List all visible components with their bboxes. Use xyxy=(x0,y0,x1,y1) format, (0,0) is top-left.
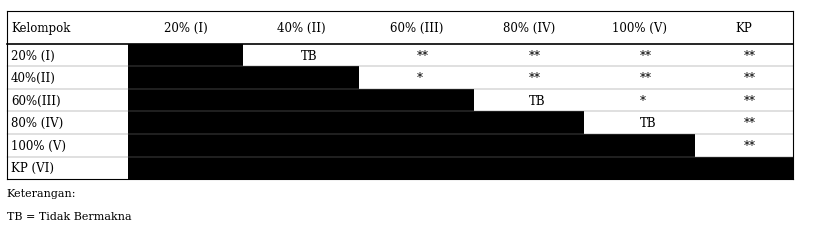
Text: 80% (IV): 80% (IV) xyxy=(503,22,555,35)
Text: **: ** xyxy=(416,49,428,62)
Bar xyxy=(474,157,584,179)
Text: 40% (II): 40% (II) xyxy=(277,22,325,35)
Text: TB: TB xyxy=(640,117,656,130)
Bar xyxy=(128,90,243,112)
Text: 80% (IV): 80% (IV) xyxy=(11,117,64,130)
Bar xyxy=(243,90,359,112)
Text: **: ** xyxy=(640,72,651,85)
Text: TB: TB xyxy=(529,94,546,107)
Bar xyxy=(243,112,359,134)
Text: **: ** xyxy=(529,72,541,85)
Bar xyxy=(128,67,243,90)
Text: **: ** xyxy=(744,139,756,152)
Text: **: ** xyxy=(529,49,541,62)
Bar xyxy=(695,157,793,179)
Bar xyxy=(243,134,359,157)
Text: 60%(III): 60%(III) xyxy=(11,94,60,107)
Text: 40%(II): 40%(II) xyxy=(11,72,56,85)
Text: 60% (III): 60% (III) xyxy=(390,22,443,35)
Bar xyxy=(128,45,243,67)
Text: 20% (I): 20% (I) xyxy=(164,22,207,35)
Text: KP: KP xyxy=(735,22,752,35)
Bar xyxy=(359,134,474,157)
Text: 100% (V): 100% (V) xyxy=(612,22,667,35)
Text: Kelompok: Kelompok xyxy=(11,22,70,35)
Bar xyxy=(128,134,243,157)
Text: TB: TB xyxy=(301,49,318,62)
Bar xyxy=(474,112,584,134)
Text: **: ** xyxy=(744,117,756,130)
Text: Keterangan:: Keterangan: xyxy=(7,188,76,198)
Bar xyxy=(474,134,584,157)
Text: **: ** xyxy=(744,72,756,85)
Text: KP (VI): KP (VI) xyxy=(11,162,54,174)
Text: TB = Tidak Bermakna: TB = Tidak Bermakna xyxy=(7,211,131,221)
Bar xyxy=(243,67,359,90)
Bar xyxy=(128,112,243,134)
Bar xyxy=(359,90,474,112)
Bar xyxy=(359,157,474,179)
Text: **: ** xyxy=(744,94,756,107)
Bar xyxy=(243,157,359,179)
Text: **: ** xyxy=(640,49,651,62)
Text: *: * xyxy=(416,72,422,85)
Bar xyxy=(584,157,695,179)
Text: 100% (V): 100% (V) xyxy=(11,139,66,152)
Bar xyxy=(359,112,474,134)
Bar xyxy=(128,157,243,179)
Text: *: * xyxy=(640,94,645,107)
Bar xyxy=(584,134,695,157)
Text: 20% (I): 20% (I) xyxy=(11,49,54,62)
Text: **: ** xyxy=(744,49,756,62)
